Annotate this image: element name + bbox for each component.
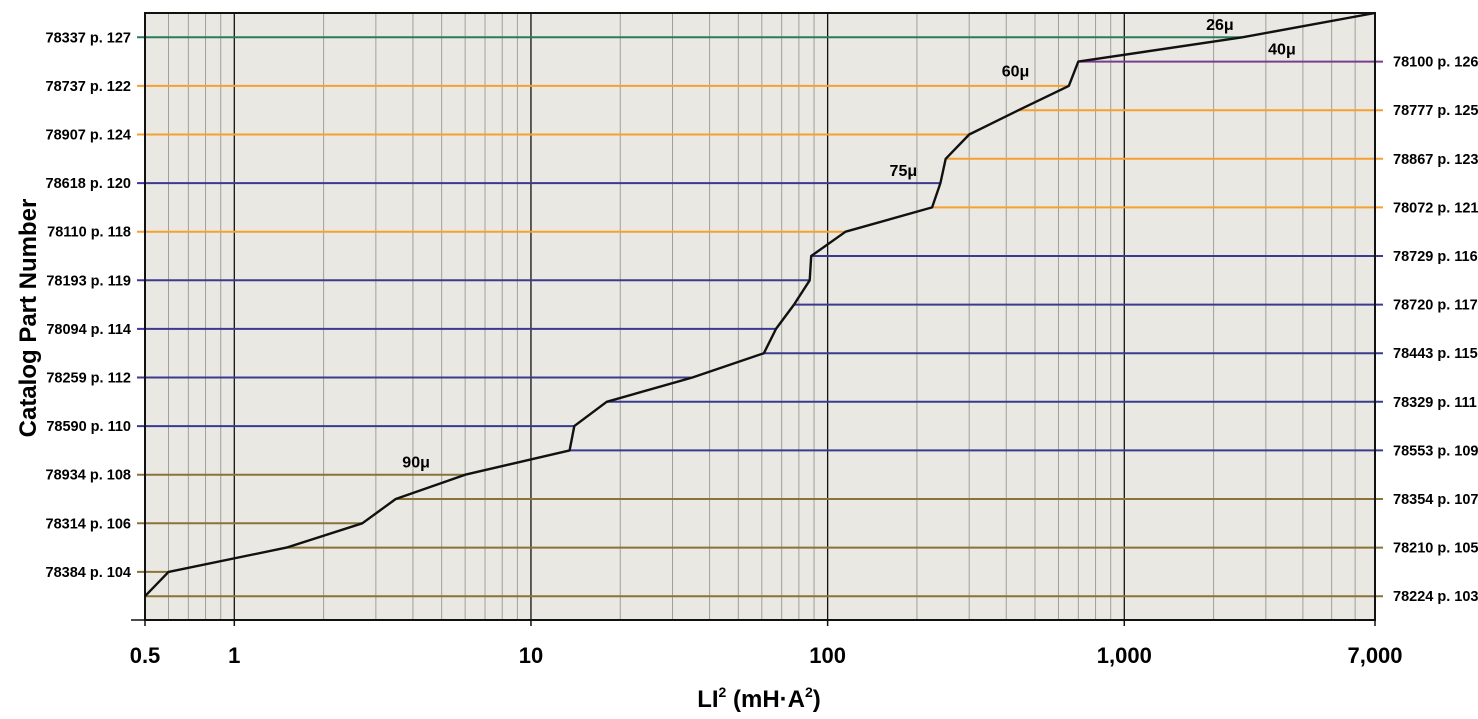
x-tick-label: 1,000	[1097, 643, 1152, 668]
curve-line	[144, 11, 1376, 598]
left-row-label: 78737 p. 122	[46, 79, 131, 95]
right-row-label: 78329 p. 111	[1393, 395, 1477, 411]
right-row-label: 78210 p. 105	[1393, 541, 1478, 557]
right-row-label: 78443 p. 115	[1393, 346, 1478, 362]
row-labels: 78337 p. 127 78100 p. 126 78737 p. 122 7877…	[46, 30, 1478, 621]
right-row-label: 78100 p. 126	[1393, 55, 1478, 71]
right-row-label: 78553 p. 109	[1393, 443, 1478, 459]
right-row-label: 78867 p. 123	[1393, 152, 1478, 168]
left-row-label: 78934 p. 108	[46, 468, 131, 484]
left-row-label: 78337 p. 127	[46, 30, 131, 46]
x-tick-label: 1	[228, 643, 240, 668]
x-axis-ticks: 0.5 1 10 100 1,000 7,000	[130, 620, 1403, 668]
minor-grid	[167, 13, 1356, 620]
left-row-label: 78907 p. 124	[46, 128, 131, 144]
mu-label: 40μ	[1268, 41, 1296, 58]
li2-curve	[144, 11, 1376, 598]
mu-label: 60μ	[1002, 63, 1030, 80]
x-axis-title-sup2: 2	[805, 684, 813, 700]
x-axis-title-tail: (mH·A	[726, 686, 805, 713]
left-row-label: 78094 p. 114	[46, 322, 131, 338]
left-row-label: 78314 p. 106	[46, 516, 131, 532]
right-row-label: 78224 p. 103	[1393, 589, 1478, 605]
right-row-label: 78777 p. 125	[1393, 103, 1478, 119]
left-row-label: 78110 p. 118	[47, 225, 131, 241]
right-row-label: 78354 p. 107	[1393, 492, 1478, 508]
x-tick-label: 7,000	[1347, 643, 1402, 668]
mu-label: 90μ	[402, 455, 430, 472]
part-number-rows	[137, 36, 1383, 598]
mu-annotations: 26μ 40μ 60μ 75μ 90μ	[402, 17, 1295, 471]
x-axis-title-sup: 2	[719, 684, 727, 700]
x-axis-title-main: LI	[697, 686, 718, 713]
left-row-label: 78384 p. 104	[46, 565, 131, 581]
x-axis-title: LI2 (mH·A2)	[697, 684, 821, 713]
y-axis-title: Catalog Part Number	[15, 199, 42, 438]
x-tick-label: 0.5	[130, 643, 161, 668]
right-row-label: 78072 p. 121	[1393, 200, 1478, 216]
major-grid	[233, 13, 1125, 620]
left-row-label: 78618 p. 120	[46, 176, 131, 192]
mu-label: 75μ	[890, 163, 918, 180]
x-tick-label: 10	[519, 643, 543, 668]
plot-frame	[144, 12, 1376, 621]
left-row-label: 78193 p. 119	[46, 273, 131, 289]
left-row-label: 78590 p. 110	[46, 419, 131, 435]
x-tick-label: 100	[809, 643, 846, 668]
right-row-label: 78729 p. 116	[1393, 249, 1478, 265]
left-row-label: 78259 p. 112	[46, 371, 131, 387]
mu-label: 26μ	[1206, 17, 1234, 34]
plot-background	[145, 13, 1375, 620]
right-row-label: 78720 p. 117	[1393, 298, 1478, 314]
x-axis-title-end: )	[813, 686, 821, 713]
